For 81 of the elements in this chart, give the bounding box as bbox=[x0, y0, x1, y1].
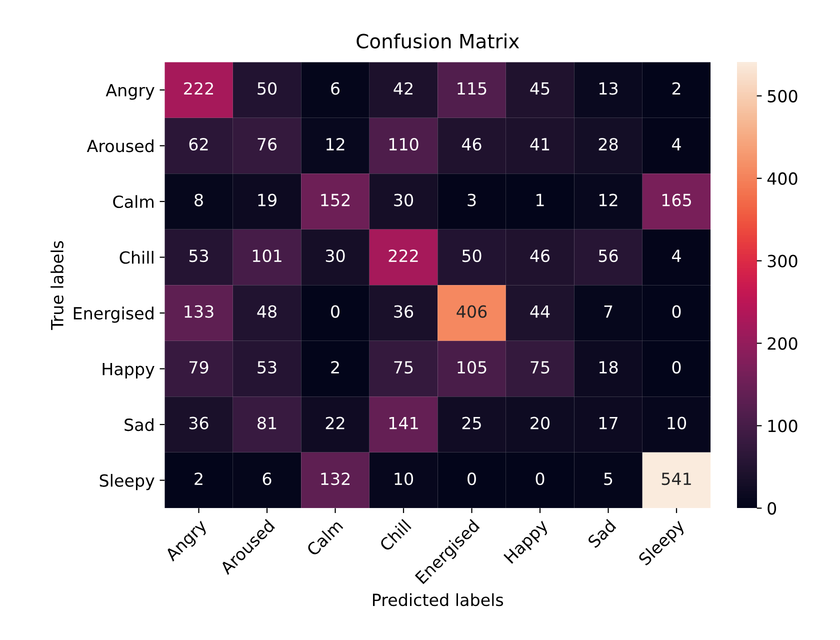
y-tick-label: Sad bbox=[124, 418, 154, 432]
data-label: 44 bbox=[530, 305, 550, 318]
data-label: 10 bbox=[668, 416, 686, 430]
data-label: 0 bbox=[331, 305, 340, 318]
data-label: 17 bbox=[599, 416, 618, 430]
data-label: 19 bbox=[258, 194, 276, 206]
data-label: 36 bbox=[394, 305, 414, 318]
data-label: 101 bbox=[252, 249, 282, 262]
data-label: 12 bbox=[599, 194, 618, 206]
data-label: 6 bbox=[331, 82, 340, 95]
data-label: 2 bbox=[194, 472, 202, 485]
data-label: 165 bbox=[662, 194, 691, 206]
data-label: 62 bbox=[189, 138, 208, 151]
data-label: 541 bbox=[662, 472, 691, 486]
data-label: 141 bbox=[389, 416, 418, 430]
data-label: 75 bbox=[530, 361, 550, 374]
color-bar-label: 0 bbox=[768, 502, 776, 515]
y-tick-label: Happy bbox=[102, 362, 154, 379]
y-tick-label: Chill bbox=[120, 250, 154, 264]
data-label: 4 bbox=[672, 138, 681, 150]
data-label: 13 bbox=[599, 82, 618, 95]
data-label: 10 bbox=[394, 472, 414, 486]
data-label: 53 bbox=[258, 360, 276, 374]
data-label: 0 bbox=[536, 472, 544, 486]
data-label: 30 bbox=[394, 194, 414, 206]
data-label: 133 bbox=[184, 305, 214, 318]
data-label: 22 bbox=[326, 416, 344, 430]
data-label: 46 bbox=[462, 138, 482, 151]
data-label: 105 bbox=[458, 360, 486, 374]
color-bar-label: 300 bbox=[768, 254, 798, 268]
y-tick-label: Calm bbox=[113, 195, 154, 208]
data-label: 28 bbox=[598, 138, 618, 151]
data-label: 110 bbox=[389, 138, 418, 151]
data-label: 12 bbox=[326, 138, 344, 150]
data-label: 406 bbox=[456, 305, 487, 318]
data-label: 0 bbox=[468, 472, 476, 486]
y-axis-title: True labels bbox=[50, 241, 64, 330]
data-label: 2 bbox=[672, 82, 680, 95]
data-label: 36 bbox=[189, 416, 208, 430]
data-label: 76 bbox=[258, 138, 277, 151]
data-label: 50 bbox=[462, 249, 482, 262]
data-label: 75 bbox=[394, 361, 413, 374]
data-label: 18 bbox=[599, 360, 618, 374]
data-label: 20 bbox=[530, 416, 550, 430]
data-label: 1 bbox=[536, 194, 544, 206]
data-label: 222 bbox=[388, 249, 418, 262]
data-label: 2 bbox=[331, 360, 339, 374]
color-bar-label: 500 bbox=[768, 90, 798, 102]
data-label: 115 bbox=[458, 82, 486, 95]
y-tick-label: Energised bbox=[74, 306, 154, 323]
x-axis-title: Predicted labels bbox=[373, 593, 504, 606]
data-label: 79 bbox=[190, 360, 208, 374]
data-label: 30 bbox=[326, 249, 345, 262]
data-label: 42 bbox=[394, 82, 412, 95]
data-label: 56 bbox=[598, 249, 618, 262]
data-label: 152 bbox=[321, 194, 350, 206]
data-label: 53 bbox=[189, 249, 208, 262]
data-label: 5 bbox=[604, 472, 612, 486]
color-bar-label: 100 bbox=[768, 420, 798, 432]
data-label: 81 bbox=[258, 416, 276, 430]
data-label: 25 bbox=[462, 416, 481, 430]
data-label: 41 bbox=[530, 138, 550, 150]
data-label: 0 bbox=[672, 305, 681, 318]
data-label: 0 bbox=[672, 360, 681, 374]
data-label: 45 bbox=[530, 82, 550, 95]
y-tick-label: Aroused bbox=[86, 139, 154, 152]
chart-title: Confusion Matrix bbox=[356, 33, 520, 48]
data-label: 46 bbox=[530, 249, 550, 262]
data-label: 7 bbox=[604, 305, 612, 318]
data-label: 4 bbox=[672, 250, 681, 262]
data-label: 8 bbox=[194, 194, 203, 206]
data-label: 6 bbox=[262, 472, 272, 486]
y-tick-label: Angry bbox=[106, 84, 154, 100]
data-label: 132 bbox=[321, 472, 350, 486]
color-bar-label: 400 bbox=[767, 172, 798, 185]
color-bar-label: 200 bbox=[768, 337, 798, 350]
data-label: 222 bbox=[184, 82, 213, 95]
data-label: 48 bbox=[257, 305, 276, 318]
data-label: 50 bbox=[258, 82, 277, 95]
data-label: 3 bbox=[468, 194, 476, 206]
y-tick-label: Sleepy bbox=[100, 474, 154, 490]
